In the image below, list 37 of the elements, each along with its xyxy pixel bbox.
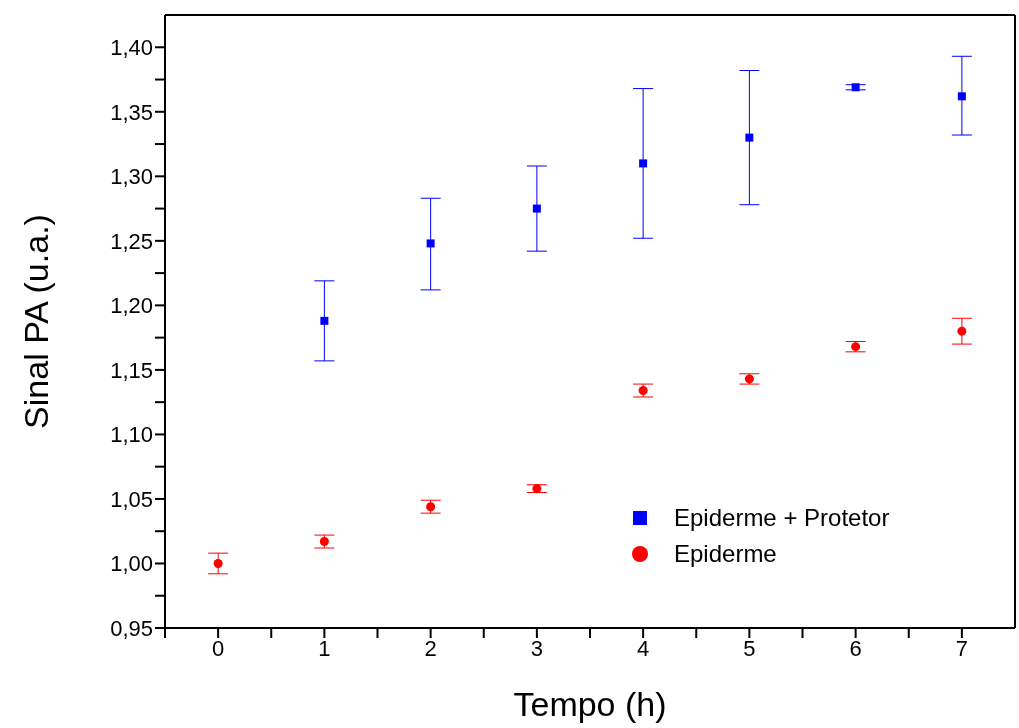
point (639, 159, 648, 168)
y-tick-label: 1,30 (110, 164, 153, 190)
point (638, 386, 648, 396)
x-tick-label: 4 (637, 635, 650, 661)
x-axis-title: Tempo (h) (513, 685, 667, 723)
y-tick-label: 1,20 (110, 293, 153, 319)
x-tick-label: 7 (955, 635, 968, 661)
point (213, 558, 223, 568)
y-tick-label: 1,35 (110, 99, 153, 125)
point (744, 374, 754, 384)
point (957, 92, 966, 101)
y-tick-label: 1,15 (110, 357, 153, 383)
legend-label: Epiderme (674, 539, 777, 569)
y-tick-label: 1,25 (110, 228, 153, 254)
x-tick-label: 3 (530, 635, 543, 661)
point (851, 83, 860, 92)
legend-label: Epiderme + Protetor (674, 503, 890, 533)
y-axis-title: Sinal PA (u.a.) (17, 214, 56, 429)
point (745, 133, 754, 142)
y-tick-label: 1,40 (110, 35, 153, 61)
x-tick-label: 1 (318, 635, 331, 661)
point (320, 316, 329, 325)
x-tick-label: 0 (212, 635, 225, 661)
y-tick-label: 1,10 (110, 422, 153, 448)
y-tick-label: 1,00 (110, 551, 153, 577)
y-tick-label: 1,05 (110, 486, 153, 512)
point (851, 342, 861, 352)
y-tick-label: 0,95 (110, 615, 153, 641)
point (319, 537, 329, 547)
x-tick-label: 2 (424, 635, 437, 661)
x-tick-label: 6 (849, 635, 862, 661)
point (957, 326, 967, 336)
point (426, 239, 435, 248)
x-tick-label: 5 (743, 635, 756, 661)
point (532, 484, 542, 494)
point (532, 204, 541, 213)
point (426, 502, 436, 512)
